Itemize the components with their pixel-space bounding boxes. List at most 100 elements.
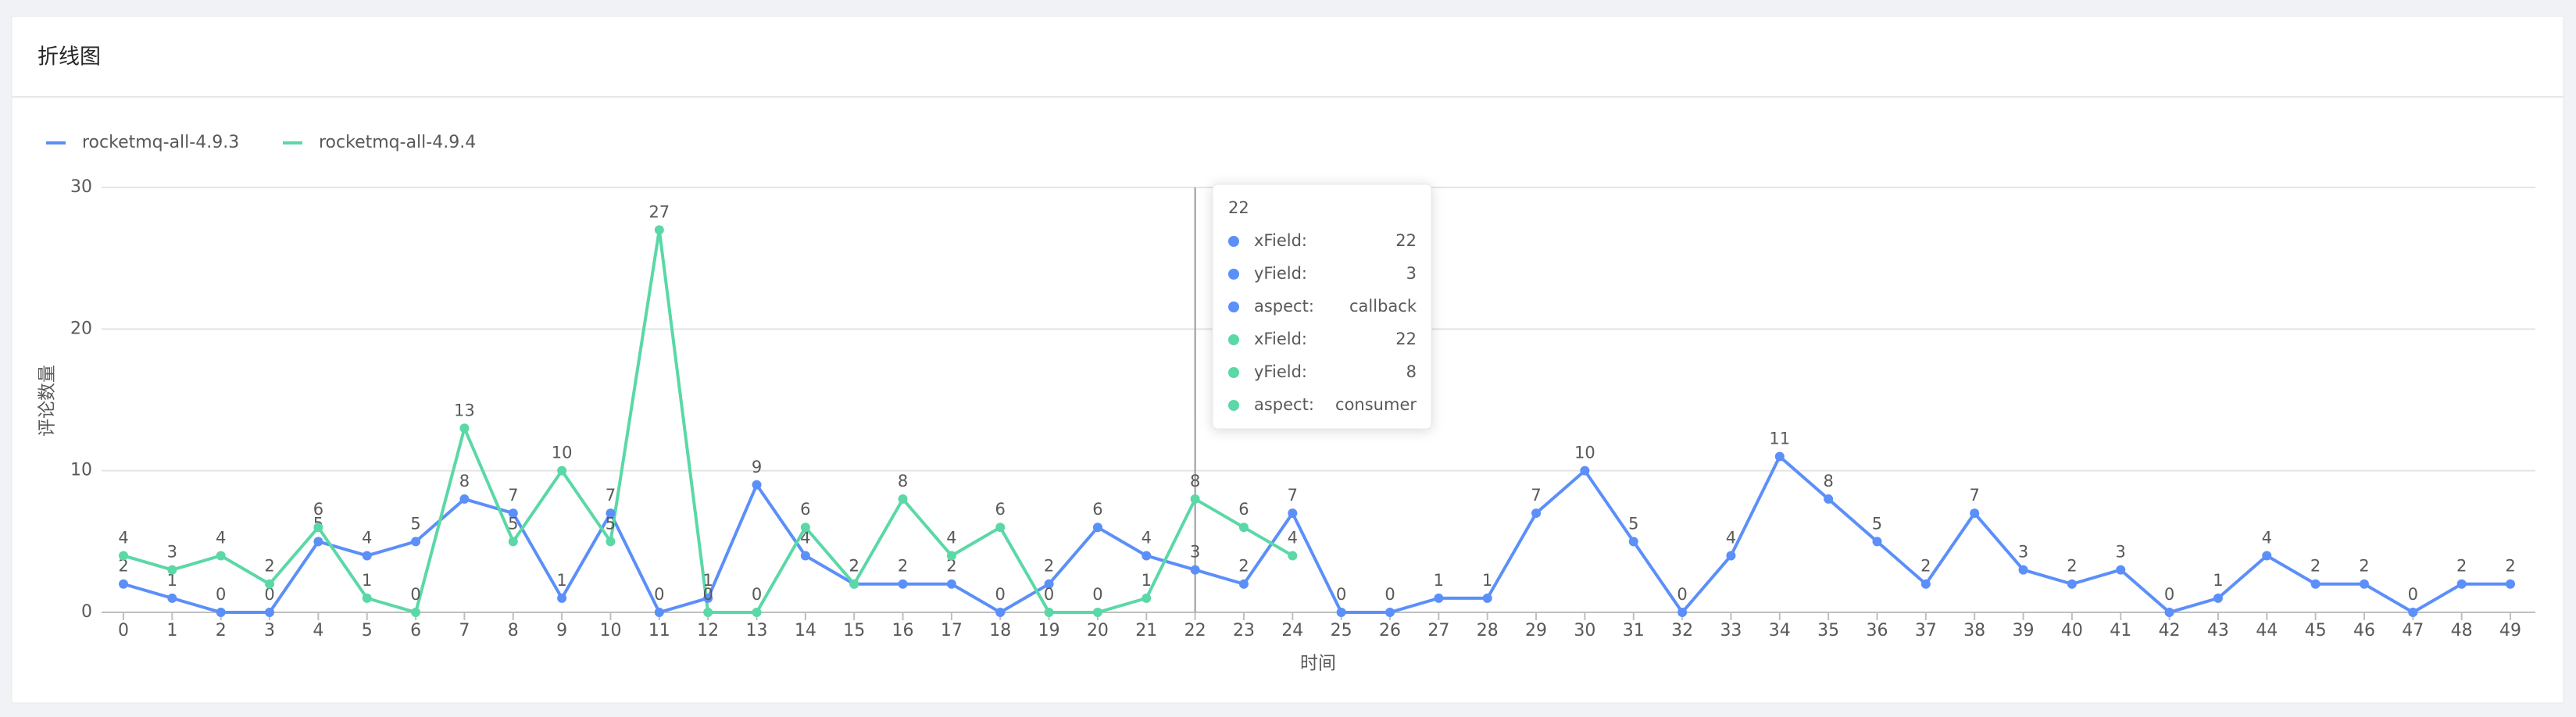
x-tick-label: 6 [410,621,421,640]
tooltip-label: yField: [1254,362,1307,381]
tooltip [1212,184,1432,430]
tooltip-value: 8 [1406,362,1417,381]
point [2116,565,2126,575]
data-label: 3 [2018,543,2028,562]
data-label: 4 [800,528,810,547]
point [1482,593,1492,603]
data-label: 1 [1482,571,1492,590]
x-tick-label: 19 [1038,621,1060,640]
point [995,523,1006,533]
x-tick-label: 48 [2451,621,2473,640]
point [946,551,956,561]
data-label: 0 [1092,585,1102,604]
data-label: 5 [508,514,518,533]
y-tick-label: 0 [81,602,92,622]
data-label: 2 [2310,557,2321,576]
data-label: 0 [654,585,664,604]
data-label: 2 [849,557,859,576]
point [362,593,372,603]
x-tick-label: 22 [1184,621,1206,640]
data-label: 1 [1142,571,1152,590]
point [459,423,470,433]
tooltip-value: consumer [1335,395,1417,414]
point [703,608,713,617]
point [2506,579,2515,589]
point [752,480,762,490]
y-axis-label: 评论数量 [38,365,58,437]
point [752,608,762,617]
data-label: 0 [1044,585,1054,604]
data-label: 0 [995,585,1006,604]
data-label: 1 [702,571,713,590]
point [898,494,908,504]
data-label: 4 [2262,528,2272,547]
legend-label: rocketmq-all-4.9.3 [82,133,239,152]
data-label: 8 [1823,472,1833,490]
point [1774,451,1785,462]
tooltip-title: 22 [1228,198,1249,217]
point [606,537,616,547]
point [119,551,128,561]
data-label: 2 [118,557,128,576]
x-tick-label: 47 [2402,621,2424,640]
point [1872,537,1882,547]
point [2213,593,2223,603]
x-tick-label: 34 [1769,621,1791,640]
x-tick-label: 8 [508,621,519,640]
point [800,523,810,533]
data-label: 4 [946,528,956,547]
y-tick-label: 30 [70,177,92,197]
data-label: 0 [1336,585,1346,604]
data-label: 8 [1190,472,1200,490]
point [1238,579,1249,589]
point [2067,579,2077,589]
tooltip-label: aspect: [1254,297,1314,316]
x-tick-label: 45 [2305,621,2327,640]
data-label: 1 [167,571,177,590]
tooltip-value: 22 [1395,330,1417,348]
data-label: 2 [264,557,274,576]
data-label: 5 [410,514,420,533]
point [1677,608,1688,617]
data-label: 0 [410,585,420,604]
data-label: 4 [1142,528,1152,547]
tooltip-label: aspect: [1254,395,1314,414]
x-tick-label: 29 [1525,621,1547,640]
x-tick-label: 32 [1671,621,1693,640]
data-label: 0 [216,585,226,604]
legend-label: rocketmq-all-4.9.4 [319,133,476,152]
data-label: 7 [508,486,518,505]
x-tick-label: 35 [1817,621,1839,640]
point [1238,523,1249,533]
x-tick-label: 1 [166,621,177,640]
tooltip-value: 22 [1395,231,1417,250]
x-tick-label: 39 [2013,621,2035,640]
x-tick-label: 41 [2110,621,2131,640]
x-tick-label: 27 [1427,621,1449,640]
point [946,579,956,589]
x-tick-label: 20 [1087,621,1109,640]
point [557,593,567,603]
point [362,551,372,561]
point [1726,551,1736,561]
x-tick-label: 16 [892,621,914,640]
x-tick-label: 5 [362,621,373,640]
data-label: 11 [1769,430,1790,448]
data-label: 4 [1726,528,1736,547]
x-tick-label: 13 [746,621,768,640]
x-tick-label: 46 [2353,621,2375,640]
point [1824,494,1834,504]
tooltip-dot [1228,400,1239,411]
data-label: 7 [1288,486,1298,505]
data-label: 1 [556,571,566,590]
point [1920,579,1931,589]
x-tick-label: 2 [216,621,227,640]
data-label: 2 [849,557,859,576]
x-tick-label: 44 [2256,621,2278,640]
data-label: 5 [606,514,616,533]
point [167,565,177,575]
card-title: 折线图 [38,45,101,70]
data-label: 0 [2408,585,2418,604]
data-label: 5 [1628,514,1638,533]
